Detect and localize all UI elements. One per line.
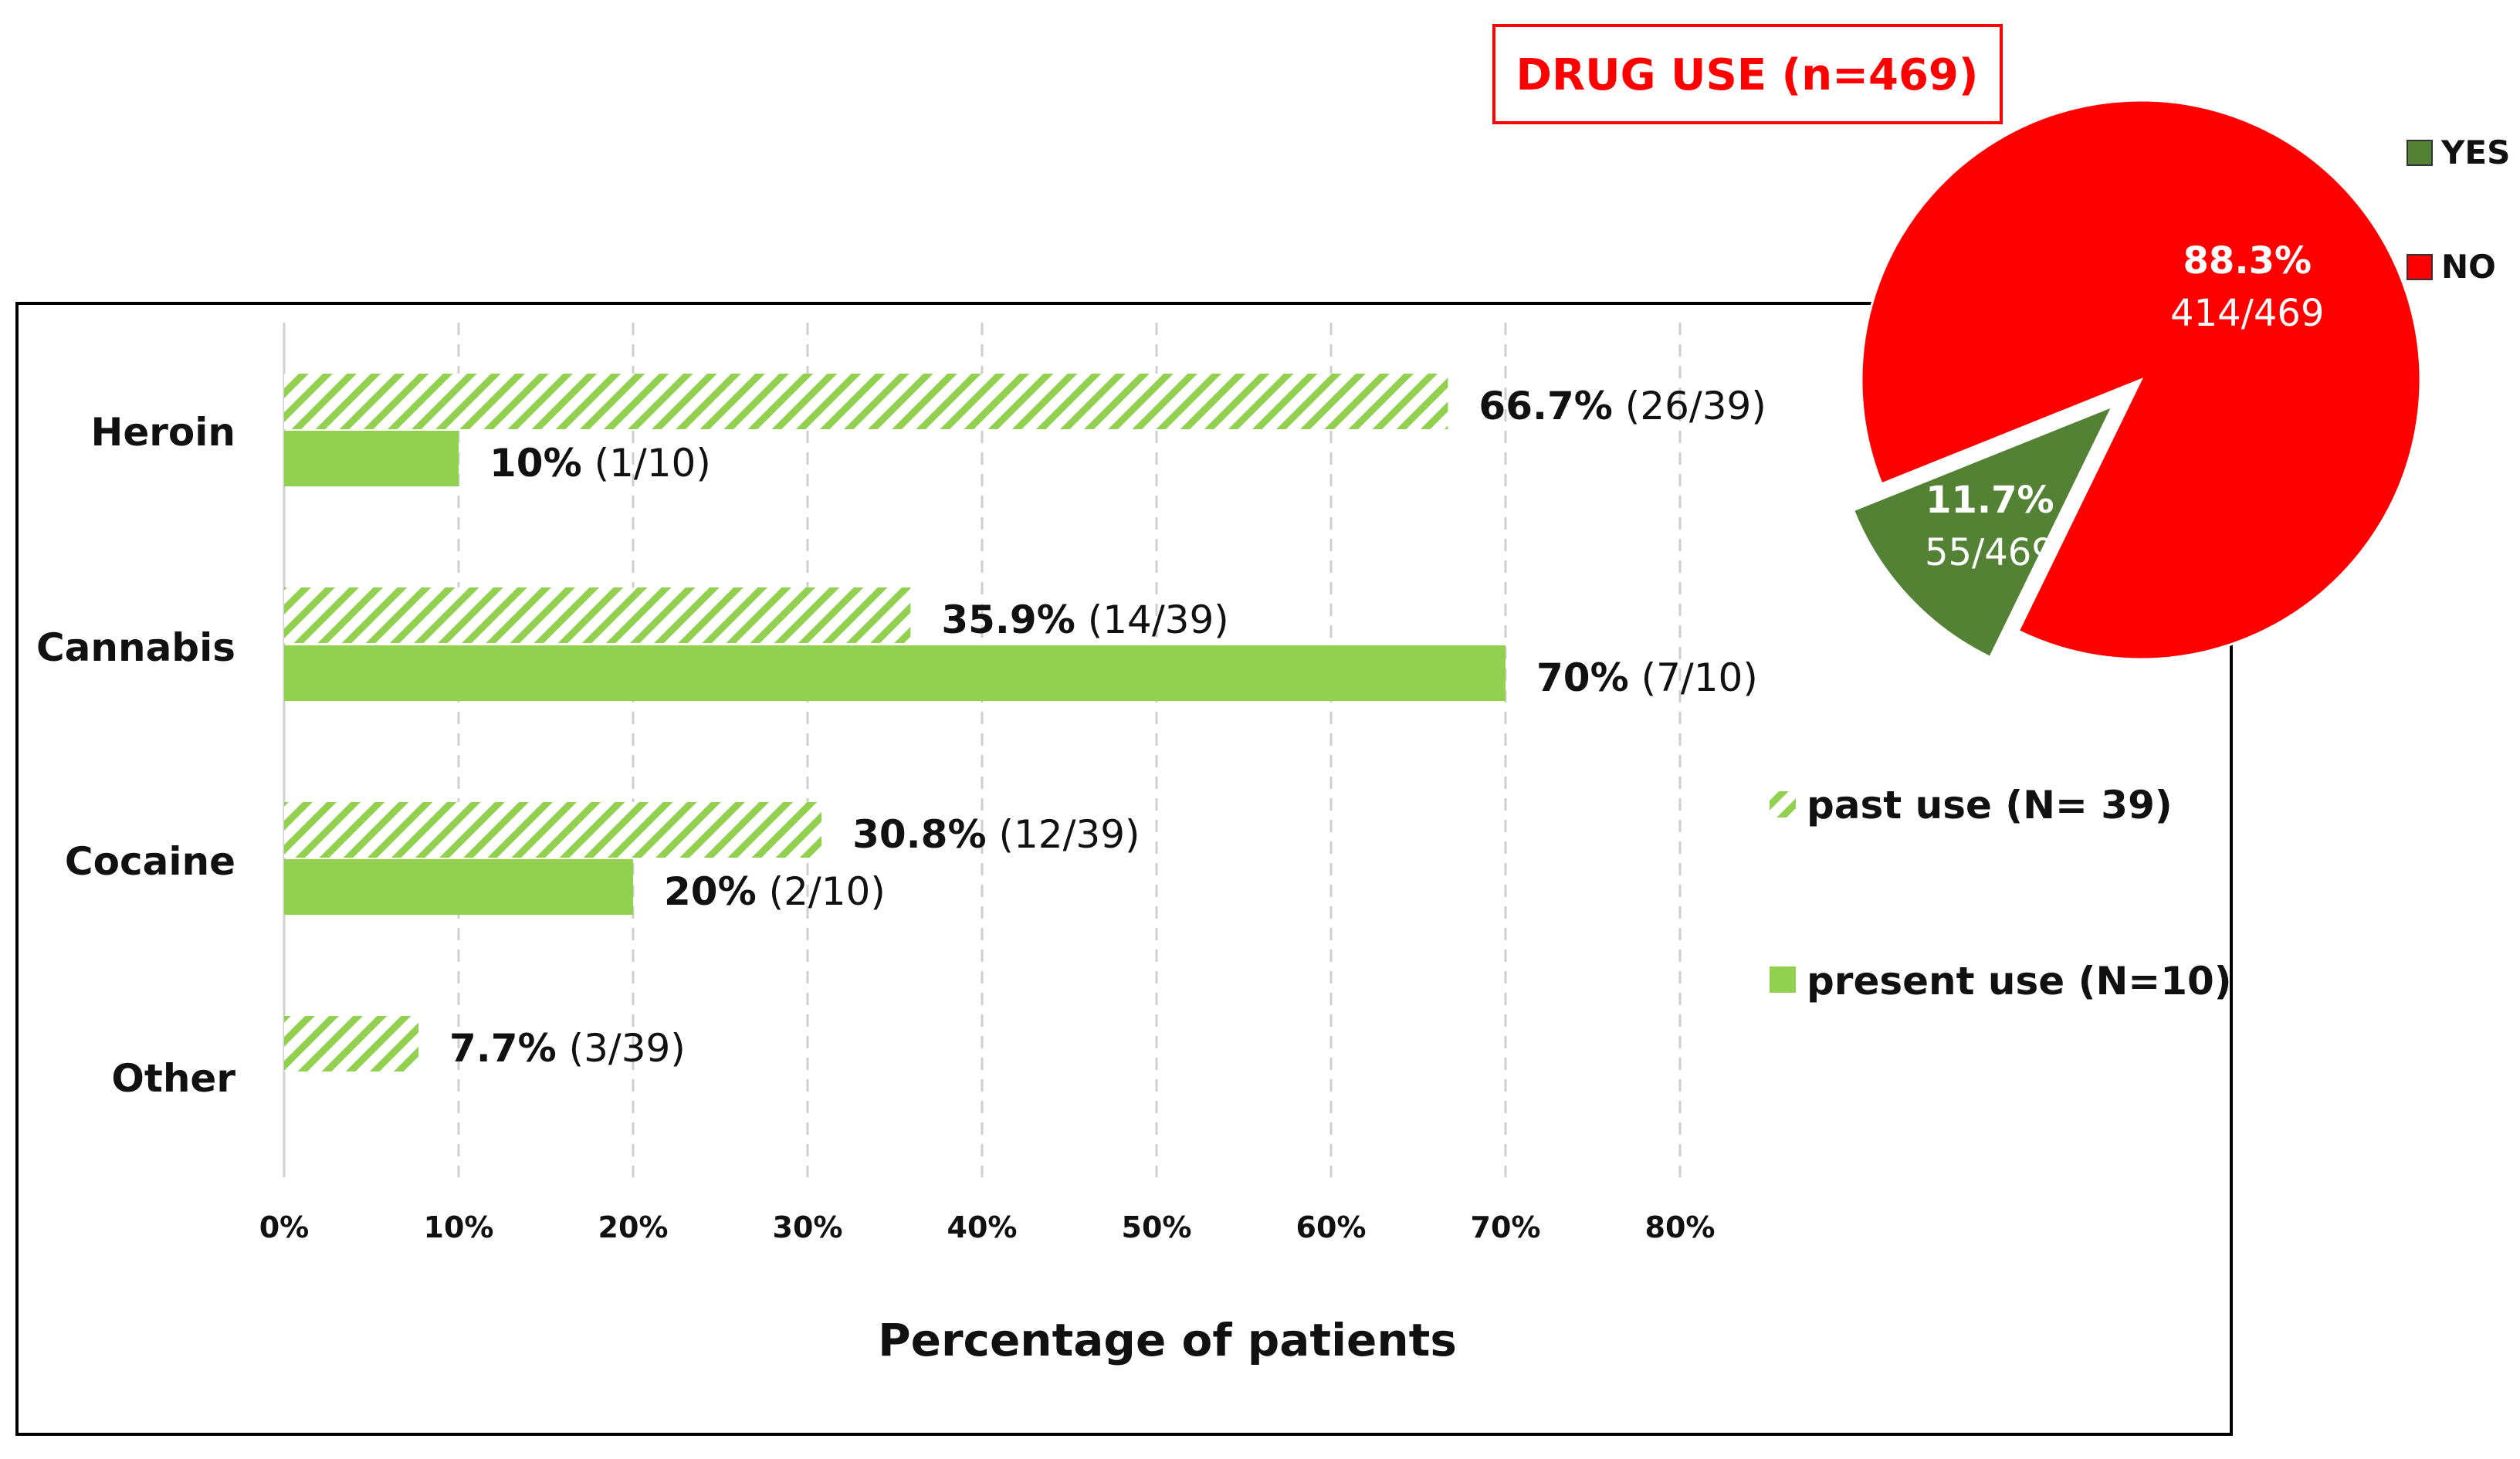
bar-past-use-other bbox=[284, 1016, 419, 1071]
bar-data-label: 30.8% (12/39) bbox=[852, 812, 1140, 857]
bar-past-use-cannabis bbox=[284, 587, 911, 643]
bar-data-label: 35.9% (14/39) bbox=[941, 597, 1228, 642]
x-tick-label: 60% bbox=[1296, 1210, 1367, 1244]
bar-present-use-cocaine bbox=[284, 859, 633, 915]
x-tick-label: 10% bbox=[424, 1210, 494, 1244]
pie-chart bbox=[1851, 99, 2422, 661]
legend-label-present-use: present use (N=10) bbox=[1807, 959, 2232, 1004]
pie-slice-labels: 11.7% 55/469 88.3% 414/469 bbox=[1925, 239, 2325, 574]
pie-legend-swatch-no bbox=[2407, 254, 2433, 280]
category-label-cocaine: Cocaine bbox=[65, 839, 235, 884]
legend-swatch-present-use bbox=[1770, 966, 1796, 993]
x-tick-labels: 0% 10% 20% 30% 40% 50% 60% 70% 80% bbox=[259, 1210, 1716, 1244]
bar-data-labels: 66.7% (26/39) 35.9% (14/39) 30.8% (12/39) 7… bbox=[449, 384, 1766, 1071]
bar-present-use-heroin bbox=[284, 431, 459, 486]
pie-legend: YES NO bbox=[2407, 134, 2510, 286]
category-label-cannabis: Cannabis bbox=[36, 625, 235, 670]
legend-swatch-past-use bbox=[1770, 791, 1796, 818]
category-label-heroin: Heroin bbox=[91, 410, 236, 455]
pie-title: DRUG USE (n=469) bbox=[1516, 50, 1979, 100]
bar-past-use-heroin bbox=[284, 374, 1448, 429]
pie-legend-swatch-yes bbox=[2407, 140, 2433, 166]
bar-data-label: 7.7% (3/39) bbox=[449, 1026, 686, 1071]
pie-label-count-yes: 55/469 bbox=[1925, 531, 2055, 574]
x-tick-label: 0% bbox=[259, 1210, 310, 1244]
pie-legend-label-yes: YES bbox=[2440, 134, 2510, 171]
bar-data-label: 70% (7/10) bbox=[1536, 655, 1758, 700]
x-tick-label: 30% bbox=[773, 1210, 843, 1244]
pie-label-count-no: 414/469 bbox=[2170, 292, 2324, 335]
pie-label-pct-no: 88.3% bbox=[2183, 239, 2312, 283]
pie-slice-no bbox=[1860, 99, 2422, 661]
x-tick-label: 70% bbox=[1471, 1210, 1541, 1244]
bar-past-use-cocaine bbox=[284, 802, 822, 858]
x-axis-title: Percentage of patients bbox=[878, 1314, 1457, 1366]
bar-data-label: 10% (1/10) bbox=[489, 441, 711, 486]
bar-marks bbox=[284, 374, 1506, 1071]
category-labels: Heroin Cannabis Cocaine Other bbox=[36, 410, 235, 1101]
pie-slice-yes bbox=[1851, 404, 2115, 659]
pie-legend-label-no: NO bbox=[2441, 248, 2496, 286]
bar-data-label: 20% (2/10) bbox=[664, 869, 886, 914]
x-tick-label: 20% bbox=[598, 1210, 669, 1244]
bar-present-use-cannabis bbox=[284, 645, 1506, 701]
pie-label-pct-yes: 11.7% bbox=[1926, 479, 2054, 522]
x-tick-label: 40% bbox=[947, 1210, 1018, 1244]
bar-data-label: 66.7% (26/39) bbox=[1478, 384, 1766, 428]
category-label-other: Other bbox=[111, 1056, 235, 1101]
bar-legend: past use (N= 39) present use (N=10) bbox=[1770, 783, 2232, 1004]
pie-title-box bbox=[1492, 24, 2003, 124]
legend-label-past-use: past use (N= 39) bbox=[1807, 783, 2173, 828]
x-tick-label: 50% bbox=[1122, 1210, 1192, 1244]
x-tick-label: 80% bbox=[1645, 1210, 1716, 1244]
